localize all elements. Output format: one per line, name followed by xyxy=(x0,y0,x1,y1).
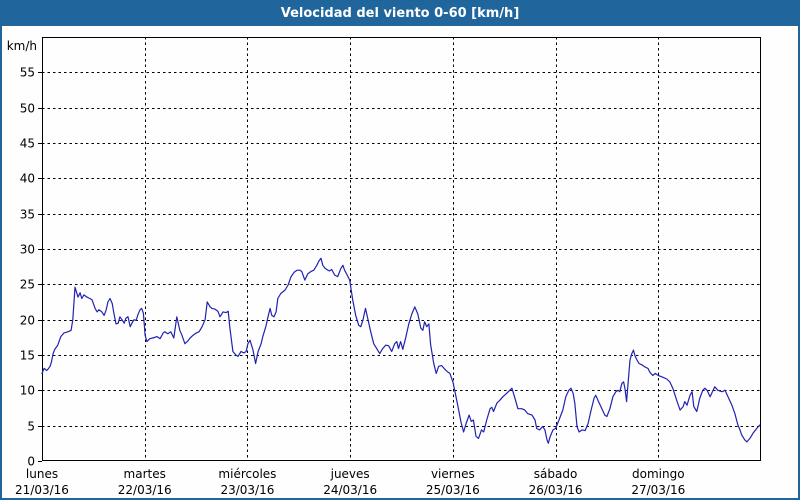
chart-title: Velocidad del viento 0-60 [km/h] xyxy=(280,6,520,21)
x-day-name: sábado xyxy=(534,467,578,481)
x-day-date: 24/03/16 xyxy=(323,483,377,497)
y-tick-label: 15 xyxy=(20,349,35,363)
y-tick-label: 55 xyxy=(20,66,35,80)
y-tick-label: 40 xyxy=(20,172,35,186)
y-tick-label: 0 xyxy=(27,455,35,469)
x-day-date: 27/03/16 xyxy=(631,483,685,497)
x-day-name: miércoles xyxy=(218,467,276,481)
x-day-date: 22/03/16 xyxy=(118,483,172,497)
x-day-date: 21/03/16 xyxy=(15,483,69,497)
y-tick-label: 10 xyxy=(20,384,35,398)
x-day-name: martes xyxy=(124,467,166,481)
x-day-name: viernes xyxy=(431,467,475,481)
x-day-date: 26/03/16 xyxy=(529,483,583,497)
x-day-name: lunes xyxy=(26,467,58,481)
x-day-name: domingo xyxy=(632,467,685,481)
x-day-date: 23/03/16 xyxy=(220,483,274,497)
y-tick-label: 45 xyxy=(20,137,35,151)
y-axis-unit-label: km/h xyxy=(7,39,37,53)
x-day-name: jueves xyxy=(330,467,370,481)
y-tick-label: 50 xyxy=(20,102,35,116)
y-tick-label: 20 xyxy=(20,314,35,328)
y-tick-label: 25 xyxy=(20,278,35,292)
y-tick-label: 5 xyxy=(27,420,35,434)
x-day-date: 25/03/16 xyxy=(426,483,480,497)
chart-title-bar: Velocidad del viento 0-60 [km/h] xyxy=(2,2,798,26)
plot-border xyxy=(42,37,761,461)
wind-speed-line xyxy=(41,257,761,444)
y-tick-label: 30 xyxy=(20,243,35,257)
y-tick-label: 35 xyxy=(20,208,35,222)
